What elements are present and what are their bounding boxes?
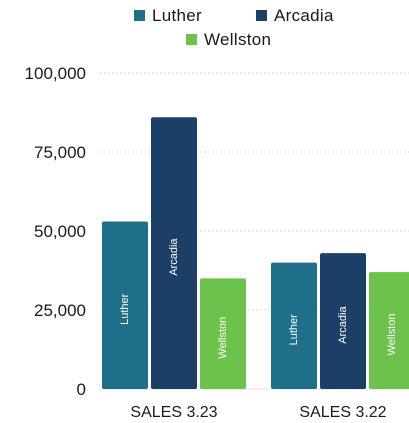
bar-luther-sales-3-23 [102, 221, 148, 389]
bar-label-wellston: Wellston [386, 314, 398, 356]
legend-swatch-arcadia [256, 10, 267, 21]
bar-label-arcadia: Arcadia [337, 306, 349, 344]
bar-arcadia-sales-3-23 [151, 117, 197, 390]
bar-luther-sales-3-22 [271, 262, 317, 389]
legend: Luther Arcadia Wellston [134, 6, 334, 49]
bar-label-wellston: Wellston [217, 317, 229, 359]
bar-wellston-sales-3-22 [369, 272, 409, 389]
legend-label-wellston: Wellston [204, 30, 271, 49]
x-axis-categories: SALES 3.23 SALES 3.22 [130, 404, 386, 421]
legend-label-arcadia: Arcadia [274, 6, 334, 25]
y-tick-label: 25,000 [34, 301, 86, 320]
category-label-sales-3-22: SALES 3.22 [299, 404, 386, 421]
y-tick-label: 50,000 [34, 222, 86, 241]
legend-label-luther: Luther [152, 6, 202, 25]
y-tick-label: 75,000 [34, 143, 86, 162]
legend-swatch-luther [134, 10, 145, 21]
bar-label-luther: Luther [119, 293, 131, 325]
category-label-sales-3-23: SALES 3.23 [130, 404, 217, 421]
bar-label-arcadia: Arcadia [168, 238, 180, 276]
y-tick-label: 100,000 [25, 64, 86, 83]
y-tick-label: 0 [77, 380, 86, 399]
bar-arcadia-sales-3-22 [320, 253, 366, 389]
legend-swatch-wellston [186, 34, 197, 45]
bars: Luther Arcadia Wellston Luther Arcadia Wellst… [102, 117, 409, 390]
bar-wellston-sales-3-23 [200, 278, 246, 389]
bar-label-luther: Luther [288, 314, 300, 346]
y-axis-ticks: 0 25,000 50,000 75,000 100,000 [25, 64, 86, 399]
